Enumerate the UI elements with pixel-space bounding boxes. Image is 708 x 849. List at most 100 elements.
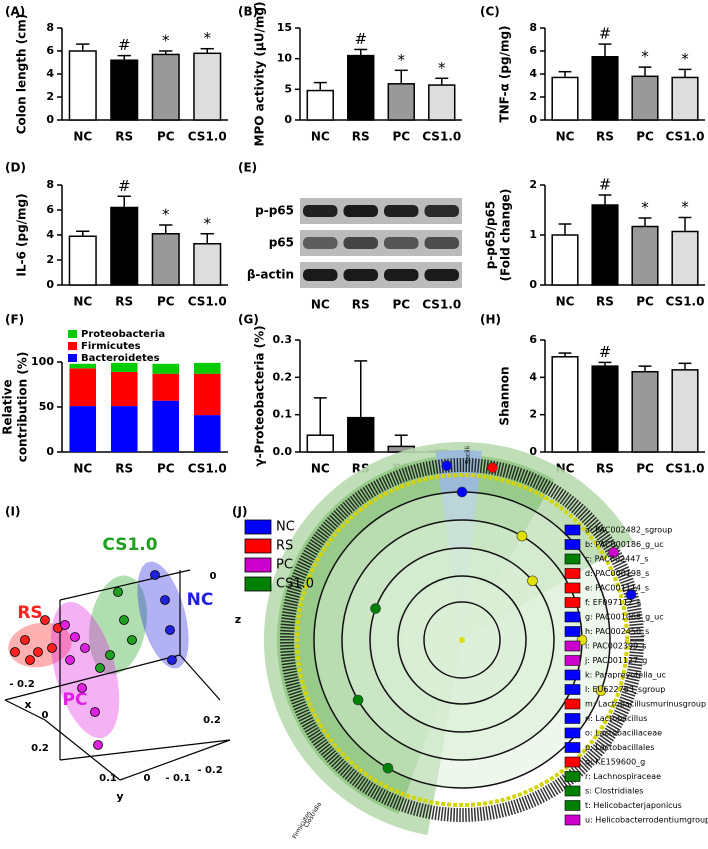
error-bar [200,47,214,54]
bar [551,76,579,121]
y-tick-label: 0 [284,113,292,126]
group-label: RS [17,603,42,623]
blot-band [384,269,419,281]
feature-label: c: PAC002447_s [585,555,649,564]
bar [631,75,659,121]
bar [110,59,139,121]
y-axis-label: IL-6 (pg/mg) [15,193,29,276]
x-tick-label: NC [556,295,575,309]
clade-node [487,462,498,473]
y-tick-label: 100 [31,355,54,368]
legend-swatch [564,582,581,594]
y-tick-label: 8 [46,21,54,34]
blot-band [424,205,459,217]
error-bar [598,361,612,367]
sample-point [160,595,170,605]
legend-swatch [564,785,581,797]
feature-label: r: Lachnospiraceae [585,772,661,781]
y-tick-label: 4 [46,67,54,80]
legend-label: PC [276,558,293,573]
clade-node [382,762,394,774]
legend-swatch [244,519,272,535]
significance-mark: * [641,199,649,217]
sample-point [60,620,70,630]
significance-mark: # [354,30,367,48]
error-bar [638,217,652,227]
bar-segment [152,373,180,401]
clade-root [459,637,465,643]
legend-label: CS1.0 [276,577,314,592]
feature-label: m: Lactobacillusmurinusgroup [585,700,706,709]
x-tick-label: NC [311,130,330,144]
panel-label: (F) [5,313,24,327]
legend-swatch [244,538,272,554]
bar [551,234,579,286]
y-tick-label: 15 [277,21,292,34]
y-tick-label: 0.2 [273,370,293,383]
panel-label: (J) [232,505,247,519]
y-tick-label: 4 [529,370,537,383]
y-tick-label: 6 [529,44,537,57]
y-tick-label: 2 [46,90,54,103]
axis-label: z [235,613,241,626]
feature-label: h: PAC002450_s [585,627,649,636]
y-tick-label: 4 [46,228,54,241]
x-tick-label: NC [556,130,575,144]
x-tick-label: CS1.0 [666,462,705,476]
bar-segment [193,373,221,416]
significance-mark: # [599,176,612,194]
bar [671,230,699,286]
x-tick-label: RS [115,462,133,476]
y-tick-label: 10 [277,52,293,65]
tick-label: 0.2 [31,743,49,754]
clade-node [625,589,637,601]
axis-label: x [24,698,31,711]
y-tick-label: 0 [46,113,54,126]
x-tick-label: RS [115,130,133,144]
tick-label: 0 [42,710,49,721]
clade-node [516,530,528,542]
sample-point [47,643,57,653]
sample-point [165,625,175,635]
group-label: CS1.0 [102,535,157,555]
x-tick-label: PC [157,295,175,309]
bar [68,235,97,286]
feature-label: f: EF097112_s [585,598,641,607]
y-tick-label: 2 [529,90,537,103]
feature-label: d: PAC000198_s [585,569,649,578]
panel-label: (G) [238,313,259,327]
bar [671,369,699,453]
panel-label: (A) [5,5,25,19]
error-bar [159,50,173,55]
bar-segment [152,400,180,452]
legend-swatch [564,800,581,811]
group-ellipse [89,575,147,675]
clade-dot-ring [295,473,629,807]
x-tick-label: RS [596,295,614,309]
significance-mark: * [641,48,649,66]
sample-point [20,635,30,645]
error-bar [200,233,214,244]
legend-swatch [564,655,581,666]
feature-label: i: PAC002399_s [585,642,646,651]
error-bar [117,195,131,208]
bar-segment [110,362,138,372]
pcoa-axis-line [44,719,121,781]
panel-label: (H) [480,313,501,327]
pcoa-axis-line [4,654,181,701]
legend-swatch [564,814,581,826]
y-tick-label: 50 [39,400,55,413]
bar-segment [110,406,138,452]
tick-label: - 0.2 [197,765,222,776]
legend-swatch [244,576,272,592]
y-tick-label: 6 [46,44,54,57]
blot-row-label: p-p65 [255,204,294,218]
legend-swatch [564,568,581,579]
blot-band [343,205,378,217]
sample-point [105,650,115,660]
bar-segment [193,415,221,452]
bar [387,83,415,121]
bar [591,365,619,453]
